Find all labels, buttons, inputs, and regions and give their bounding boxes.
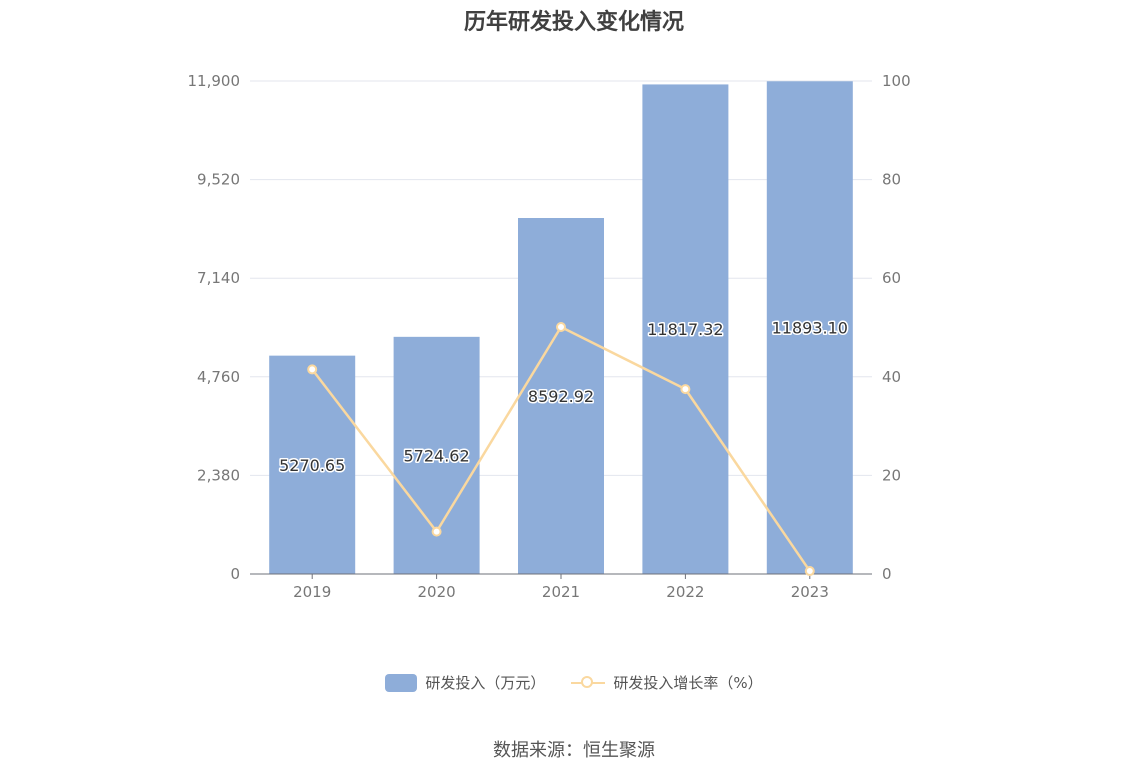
bar: [269, 355, 356, 574]
x-tick-label: 2023: [791, 583, 829, 601]
legend-label-growth-rate: 研发投入增长率（%）: [613, 674, 763, 692]
x-tick-label: 2020: [418, 583, 456, 601]
y-left-tick-label: 2,380: [197, 466, 240, 484]
chart-title: 历年研发投入变化情况: [463, 10, 684, 35]
bar: [518, 218, 604, 574]
y-right-tick-label: 100: [882, 72, 911, 90]
y-left-tick-label: 9,520: [197, 171, 240, 189]
x-tick-label: 2021: [542, 583, 580, 601]
growth-rate-point: [431, 526, 442, 537]
legend-label-rd-investment: 研发投入（万元）: [425, 674, 546, 692]
y-right-tick-label: 0: [882, 565, 892, 583]
bar: [642, 84, 729, 574]
growth-rate-point: [307, 364, 318, 375]
legend-item-growth-rate[interactable]: 研发投入增长率（%）: [571, 672, 763, 693]
y-right-tick-label: 60: [882, 269, 901, 287]
legend-bar-swatch: [385, 673, 418, 692]
y-right-tick-label: 20: [882, 466, 901, 484]
y-right-tick-label: 80: [882, 171, 901, 189]
y-right-tick-label: 40: [882, 368, 901, 386]
y-left-tick-label: 0: [230, 565, 240, 583]
bar-data-label: 8592.92: [528, 387, 594, 406]
bar-data-label: 5270.65: [279, 456, 345, 475]
y-left-tick-label: 11,900: [188, 72, 241, 90]
legend-item-rd-investment[interactable]: 研发投入（万元）: [385, 672, 545, 693]
legend-line-swatch: [571, 674, 606, 692]
legend: 研发投入（万元） 研发投入增长率（%）: [0, 672, 1148, 693]
bar-data-label: 5724.62: [404, 446, 470, 465]
growth-rate-point: [804, 566, 815, 577]
y-left-tick-label: 7,140: [197, 269, 240, 287]
growth-rate-point: [680, 384, 691, 395]
x-tick-label: 2022: [666, 583, 704, 601]
growth-rate-point: [556, 322, 566, 333]
bar-data-label: 11817.32: [647, 320, 723, 339]
bar: [766, 81, 853, 574]
bar-data-label: 11893.10: [772, 319, 848, 338]
y-left-tick-label: 4,760: [197, 368, 240, 386]
x-tick-label: 2019: [293, 583, 331, 601]
data-source: 数据来源：恒生聚源: [493, 740, 655, 761]
